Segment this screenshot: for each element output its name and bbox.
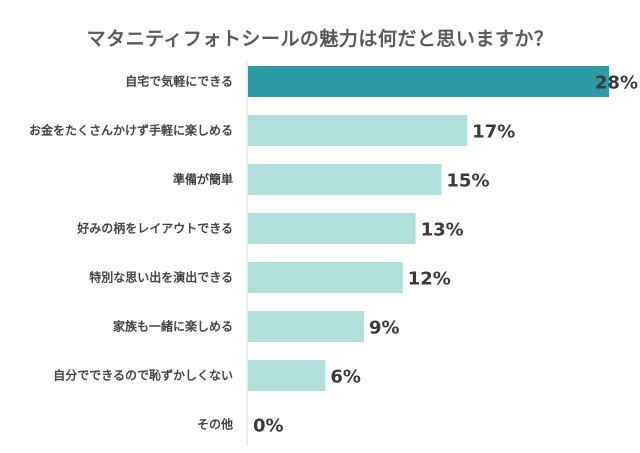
- bar: [248, 311, 365, 342]
- bar: [248, 164, 442, 195]
- value-label: 17%: [472, 122, 515, 143]
- category-label: お金をたくさんかけず手軽に楽しめる: [29, 123, 233, 138]
- value-label: 12%: [408, 269, 451, 290]
- value-label: 28%: [595, 73, 638, 94]
- value-label: 6%: [330, 367, 361, 388]
- bar: [248, 213, 416, 244]
- value-label: 0%: [253, 416, 284, 437]
- value-label: 13%: [421, 220, 464, 241]
- category-label: 準備が簡単: [173, 172, 233, 187]
- bar: [248, 262, 403, 293]
- value-label: 15%: [446, 171, 489, 192]
- category-label: 自分でできるので恥ずかしくない: [53, 368, 233, 383]
- bar: [248, 360, 326, 391]
- category-label: 自宅で気軽にできる: [125, 74, 233, 89]
- category-label: 家族も一緒に楽しめる: [113, 319, 233, 334]
- category-label: 好みの柄をレイアウトできる: [76, 221, 233, 236]
- chart-title: マタニティフォトシールの魅力は何だと思いますか？: [86, 28, 554, 50]
- category-label: その他: [197, 417, 233, 432]
- value-label: 9%: [369, 318, 400, 339]
- category-label: 特別な思い出を演出できる: [89, 270, 233, 285]
- bar: [248, 115, 468, 146]
- bar: [248, 66, 609, 97]
